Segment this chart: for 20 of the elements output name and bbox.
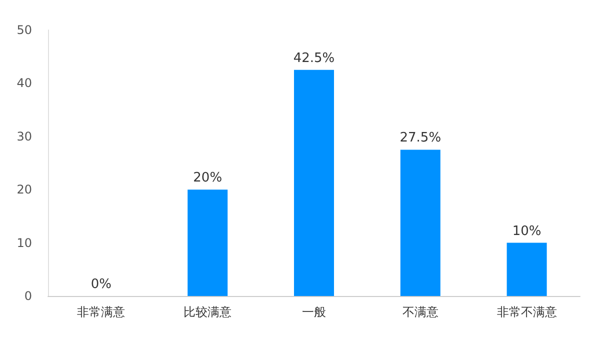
bar (400, 150, 440, 296)
x-tick-label: 不满意 (402, 305, 438, 319)
bar (294, 70, 334, 296)
data-label: 27.5% (400, 130, 442, 146)
y-tick-label: 30 (16, 129, 32, 144)
bar (188, 190, 228, 296)
data-label: 42.5% (293, 50, 335, 66)
x-tick-label: 比较满意 (184, 305, 232, 319)
x-tick-label: 一般 (302, 305, 326, 319)
y-tick-label: 10 (16, 236, 32, 250)
y-tick-label: 20 (16, 182, 32, 197)
x-tick-label: 非常满意 (77, 305, 126, 319)
bar (506, 242, 547, 296)
y-tick-label: 0 (24, 289, 32, 303)
data-label: 0% (90, 277, 112, 292)
data-label: 20% (193, 170, 222, 186)
x-tick-label: 非常不满意 (496, 305, 557, 319)
data-label: 10% (512, 224, 542, 239)
y-tick-label: 40 (16, 76, 32, 90)
y-tick-label: 50 (16, 23, 32, 37)
